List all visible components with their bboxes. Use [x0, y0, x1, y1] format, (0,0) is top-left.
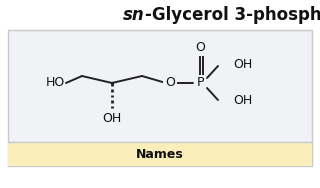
Bar	[0, 0, 320, 30]
Text: sn: sn	[123, 6, 145, 24]
Bar	[8, 30, 312, 166]
Text: HO: HO	[46, 77, 65, 89]
Text: O: O	[165, 77, 175, 89]
Text: P: P	[196, 77, 204, 89]
Text: OH: OH	[233, 58, 252, 71]
Text: O: O	[195, 41, 205, 54]
Text: OH: OH	[233, 95, 252, 108]
Text: OH: OH	[102, 112, 122, 125]
Text: -Glycerol 3-phosphate: -Glycerol 3-phosphate	[145, 6, 320, 24]
Text: Names: Names	[136, 148, 184, 161]
Bar	[8, 142, 312, 166]
